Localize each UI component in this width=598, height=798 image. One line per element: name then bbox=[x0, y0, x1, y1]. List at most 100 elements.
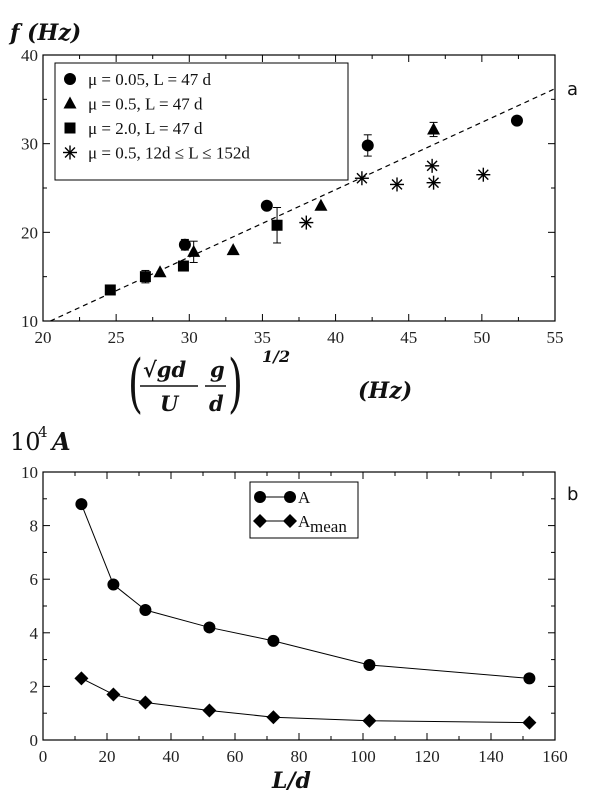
panel-b-x-tick-label: 140 bbox=[478, 747, 504, 766]
panel-b-legend-marker-diamond bbox=[283, 514, 297, 528]
panel-a-point-square bbox=[271, 219, 283, 231]
panel-a-point-star bbox=[476, 167, 491, 182]
panel-b-legend-label-subscript: mean bbox=[310, 517, 347, 536]
panel-a-legend: μ = 0.05, L = 47 d μ = 0.5, L = 47 d μ = 2… bbox=[54, 62, 349, 181]
panel-a-point-triangle bbox=[314, 198, 328, 211]
panel-b-y-axis-label-exponent: 4 bbox=[38, 423, 48, 441]
panel-a-point-square bbox=[139, 271, 151, 283]
panel-a-x-tick-label: 45 bbox=[400, 328, 417, 347]
panel-b-point-circle bbox=[363, 658, 376, 671]
panel-b-label: b bbox=[567, 484, 578, 505]
panel-a-legend-marker-star-stroke bbox=[64, 147, 76, 158]
panel-b-point-diamond bbox=[106, 687, 121, 702]
panel-b-point-diamond bbox=[266, 710, 281, 725]
panel-b-legend-label: A bbox=[298, 488, 311, 507]
panel-a-legend-marker-triangle bbox=[63, 96, 77, 109]
panel-b-x-tick-label: 80 bbox=[291, 747, 308, 766]
panel-a-point-triangle bbox=[153, 265, 167, 278]
panel-a-legend-label: μ = 2.0, L = 47 d bbox=[88, 119, 203, 138]
panel-b-ticks: 0 20 40 60 80 100 120 140 160 0 2 4 6 8 10 bbox=[21, 463, 568, 766]
panel-a-point-triangle bbox=[427, 122, 441, 135]
panel-a-point-circle bbox=[178, 238, 191, 251]
panel-b-x-tick-label: 40 bbox=[163, 747, 180, 766]
panel-a-point-circle bbox=[260, 199, 273, 212]
panel-a-point-star-stroke bbox=[426, 160, 438, 172]
panel-b-data-points bbox=[74, 498, 537, 730]
panel-b-y-tick-label: 4 bbox=[30, 624, 39, 643]
panel-a-point-star bbox=[354, 171, 369, 186]
panel-b-legend-box bbox=[249, 481, 359, 539]
panel-b-point-circle bbox=[523, 672, 536, 685]
panel-b-y-tick-label: 6 bbox=[30, 570, 39, 589]
panel-b-x-tick-label: 120 bbox=[414, 747, 440, 766]
panel-a-point-star-stroke bbox=[477, 169, 489, 181]
x-label-den1: U bbox=[160, 391, 180, 416]
panel-b-y-axis-label-base: 10 bbox=[10, 428, 41, 456]
panel-b-y-tick-label: 0 bbox=[30, 731, 39, 750]
panel-a-y-tick-label: 10 bbox=[21, 312, 38, 331]
panel-a-x-tick-label: 20 bbox=[35, 328, 52, 347]
panel-a-legend-marker-square bbox=[64, 122, 76, 134]
panel-a-y-tick-label: 30 bbox=[21, 135, 38, 154]
panel-a-legend-label: μ = 0.5, 12d ≤ L ≤ 152d bbox=[88, 144, 250, 163]
panel-b-point-diamond bbox=[522, 715, 537, 730]
panel-a-point-star bbox=[425, 158, 440, 173]
panel-b-legend: AA mean bbox=[249, 481, 359, 539]
panel-b-point-diamond bbox=[202, 703, 217, 718]
panel-b-point-circle bbox=[203, 621, 216, 634]
panel-a-point-circle bbox=[361, 139, 374, 152]
panel-a-y-tick-label: 40 bbox=[21, 46, 38, 65]
panel-b-point-diamond bbox=[74, 671, 89, 686]
panel-b-legend-marker-diamond bbox=[253, 514, 267, 528]
panel-a-x-tick-label: 30 bbox=[181, 328, 198, 347]
panel-b-point-circle bbox=[139, 604, 152, 617]
x-label-exponent: 1/2 bbox=[262, 347, 290, 366]
panel-a-dashed-fit-line bbox=[50, 88, 556, 322]
panel-b-y-tick-label: 2 bbox=[30, 677, 39, 696]
panel-b-x-tick-label: 100 bbox=[350, 747, 376, 766]
panel-b-point-circle bbox=[267, 634, 280, 647]
panel-a-point-star bbox=[299, 215, 314, 230]
panel-a-legend-label: μ = 0.05, L = 47 d bbox=[88, 70, 212, 89]
panel-a-y-tick-label: 20 bbox=[21, 223, 38, 242]
panel-a-label: a bbox=[567, 79, 578, 100]
x-label-den2: d bbox=[209, 391, 224, 416]
panel-a-point-star-stroke bbox=[428, 177, 440, 189]
panel-a-legend-marker-circle bbox=[64, 73, 76, 85]
panel-a-point-square bbox=[104, 284, 116, 296]
panel-a-point-star bbox=[426, 175, 441, 190]
panel-a-data-points bbox=[104, 114, 523, 296]
panel-a-legend-marker-star bbox=[63, 145, 77, 160]
panel-a-x-tick-label: 35 bbox=[254, 328, 271, 347]
panel-b-x-tick-label: 20 bbox=[99, 747, 116, 766]
panel-b-point-diamond bbox=[362, 713, 377, 728]
panel-a-point-triangle bbox=[187, 244, 201, 257]
panel-a-point-triangle bbox=[226, 243, 240, 256]
panel-b-legend-marker-circle bbox=[284, 491, 296, 503]
x-label-unit: (Hz) bbox=[358, 378, 412, 404]
x-label-num1: g bbox=[210, 357, 225, 382]
panel-b-y-tick-label: 8 bbox=[30, 517, 39, 536]
panel-b-x-axis-label: L/d bbox=[271, 768, 311, 794]
panel-a-fit-line bbox=[50, 88, 556, 322]
panel-a-x-tick-label: 25 bbox=[108, 328, 125, 347]
panel-a-x-tick-label: 40 bbox=[327, 328, 344, 347]
panel-a-point-star-stroke bbox=[300, 217, 312, 229]
panel-a-point-star-stroke bbox=[391, 179, 403, 190]
panel-b-y-tick-label: 10 bbox=[21, 463, 38, 482]
panel-a-point-circle bbox=[510, 114, 523, 127]
panel-b-legend-marker-circle bbox=[254, 491, 266, 503]
panel-b-point-circle bbox=[75, 498, 88, 511]
panel-a-x-axis-label: ( √gd U g d ) 1/2 (Hz) bbox=[128, 347, 412, 421]
panel-b-x-tick-label: 0 bbox=[39, 747, 48, 766]
panel-b-chart: 0 20 40 60 80 100 120 140 160 0 2 4 6 8 10 b 10 4 A L/… bbox=[10, 423, 578, 794]
panel-b-point-circle bbox=[107, 578, 120, 591]
panel-a-x-tick-label: 55 bbox=[547, 328, 564, 347]
x-label-sqrt: √gd bbox=[143, 357, 186, 382]
panel-b-legend-label: A bbox=[298, 512, 311, 531]
panel-b-y-axis-label-var: A bbox=[50, 427, 71, 456]
panel-b-x-tick-label: 60 bbox=[227, 747, 244, 766]
